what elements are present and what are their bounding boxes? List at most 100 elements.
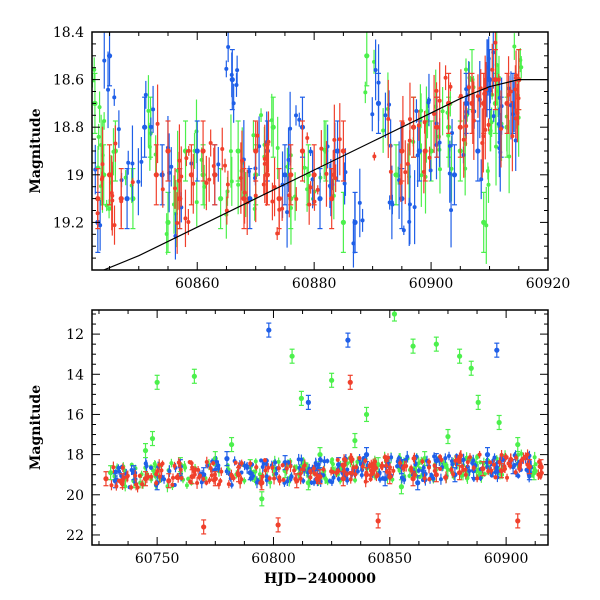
- data-point: [159, 172, 165, 178]
- data-point: [251, 474, 256, 479]
- data-point: [486, 77, 493, 83]
- y-axis-label: Magnitude: [28, 385, 44, 470]
- data-point: [491, 462, 496, 467]
- data-point: [329, 480, 334, 485]
- data-point: [427, 459, 432, 464]
- data-point: [469, 100, 475, 106]
- data-point: [184, 156, 189, 161]
- data-point: [456, 353, 463, 359]
- data-point: [330, 462, 335, 467]
- data-point: [340, 476, 346, 482]
- data-point: [494, 347, 500, 353]
- data-point: [443, 456, 448, 461]
- data-point: [196, 467, 201, 472]
- data-point: [226, 45, 231, 50]
- data-point: [436, 134, 441, 139]
- x-tick-label: 60900: [484, 551, 529, 567]
- data-point: [457, 454, 462, 459]
- data-point: [200, 148, 206, 154]
- data-point: [292, 464, 297, 469]
- data-point: [499, 126, 504, 131]
- data-point: [176, 460, 181, 465]
- y-tick-label: 16: [66, 407, 84, 423]
- data-point: [266, 465, 271, 470]
- data-point: [259, 458, 264, 463]
- data-point: [253, 148, 259, 154]
- data-point: [368, 468, 373, 473]
- data-point: [340, 148, 346, 154]
- data-point: [247, 196, 253, 202]
- data-point: [378, 477, 383, 482]
- data-point: [162, 477, 167, 482]
- data-point: [155, 121, 160, 126]
- data-point: [298, 395, 304, 401]
- x-axis-label: HJD−2400000: [264, 571, 376, 587]
- data-point: [514, 116, 519, 121]
- data-point: [389, 455, 394, 460]
- data-point: [477, 452, 482, 457]
- data-point: [416, 461, 421, 466]
- data-point: [204, 480, 209, 485]
- data-point: [526, 464, 532, 470]
- data-point: [149, 435, 156, 442]
- data-point: [167, 469, 172, 474]
- data-point: [496, 121, 501, 126]
- data-point: [305, 480, 311, 486]
- data-point: [407, 219, 412, 224]
- data-point: [503, 455, 508, 460]
- data-point: [294, 197, 299, 202]
- data-point: [242, 478, 247, 483]
- data-point: [95, 196, 101, 202]
- data-point: [216, 466, 221, 471]
- data-point: [449, 208, 454, 213]
- data-point: [275, 231, 280, 236]
- data-point: [282, 172, 288, 178]
- data-point: [407, 138, 412, 143]
- data-point: [186, 476, 191, 481]
- data-point: [368, 477, 373, 482]
- y-tick-label: 22: [66, 528, 84, 544]
- data-point: [160, 461, 165, 466]
- data-point: [169, 461, 174, 466]
- data-point: [211, 461, 216, 466]
- data-point: [434, 88, 439, 93]
- data-point: [513, 87, 518, 92]
- data-point: [340, 462, 345, 467]
- data-point: [142, 476, 149, 482]
- x-tick-label: 60920: [526, 276, 571, 292]
- data-point: [241, 196, 247, 202]
- data-point: [333, 176, 338, 181]
- data-point: [125, 474, 130, 479]
- data-point: [443, 475, 448, 480]
- data-point: [154, 481, 159, 486]
- y-tick-label: 20: [66, 488, 84, 504]
- data-point: [405, 454, 410, 459]
- x-tick-label: 60750: [135, 551, 180, 567]
- data-point: [444, 465, 449, 470]
- data-point: [508, 457, 513, 462]
- data-point: [398, 460, 403, 465]
- data-point: [130, 161, 135, 166]
- x-tick-label: 60860: [175, 276, 220, 292]
- data-point: [280, 206, 285, 211]
- data-point: [388, 169, 393, 174]
- data-point: [317, 196, 323, 202]
- data-point: [142, 447, 149, 454]
- data-point: [224, 456, 230, 462]
- data-point: [475, 476, 480, 481]
- data-point: [324, 171, 329, 176]
- data-point: [214, 459, 219, 464]
- data-point: [191, 181, 196, 186]
- data-point: [253, 459, 258, 464]
- data-point: [130, 180, 135, 185]
- data-point: [137, 473, 142, 478]
- data-point: [315, 187, 320, 192]
- data-point: [335, 457, 340, 462]
- data-point: [219, 469, 224, 474]
- data-point: [507, 154, 512, 159]
- data-point: [350, 470, 355, 475]
- data-point: [270, 199, 275, 204]
- data-point: [410, 124, 417, 130]
- data-point: [363, 458, 368, 463]
